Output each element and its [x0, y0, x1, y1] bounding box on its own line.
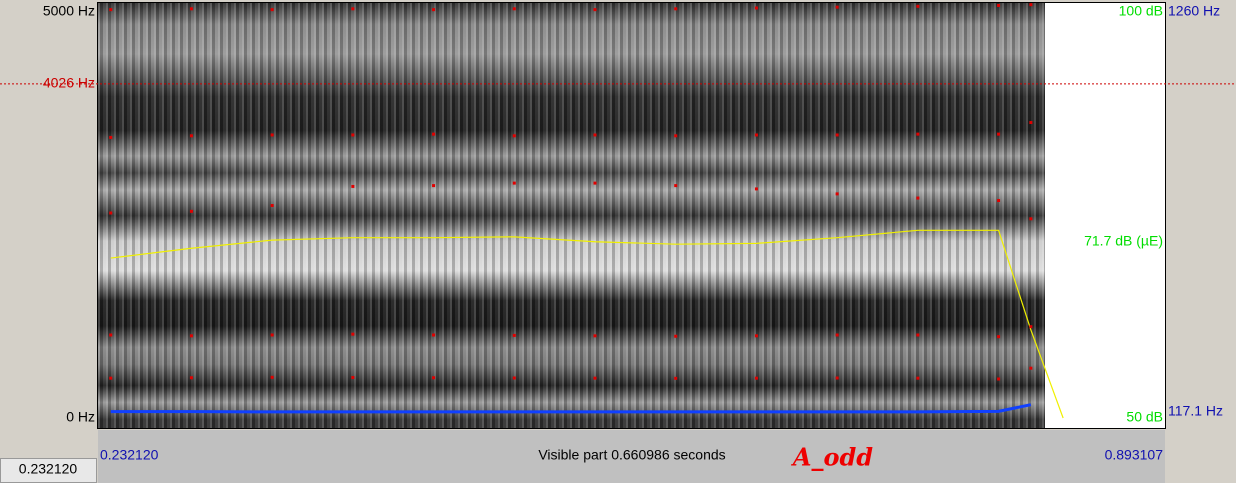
formant-dot	[835, 333, 839, 337]
formant-dot	[997, 199, 1001, 203]
formant-dot	[754, 376, 758, 380]
formant-dot	[109, 135, 113, 139]
formant-dot	[351, 332, 355, 336]
formant-dot	[109, 8, 113, 12]
formant-dot	[916, 376, 920, 380]
formant-dot	[432, 333, 436, 337]
formant-dot	[754, 6, 758, 10]
freq-cursor: 4026 Hz	[43, 75, 95, 91]
formant-dot	[109, 333, 113, 337]
formant-dot	[835, 5, 839, 9]
visible-part: Visible part 0.660986 seconds	[538, 447, 725, 463]
formant-dot	[835, 133, 839, 137]
formant-dot	[997, 377, 1001, 381]
freq-top: 5000 Hz	[43, 3, 95, 19]
intensity-curve	[110, 229, 1064, 419]
formant-dot	[109, 211, 113, 215]
annotation: A_odd	[791, 443, 873, 472]
formant-dot	[512, 333, 516, 337]
intensity-mid: 71.7 dB (µE)	[1084, 233, 1163, 249]
formant-dot	[512, 7, 516, 11]
formant-dot	[674, 7, 678, 11]
formant-dot	[593, 8, 597, 12]
freq-bottom: 0 Hz	[66, 409, 95, 425]
time-end: 0.893107	[1105, 447, 1164, 463]
formant-dot	[674, 376, 678, 380]
formant-dot	[351, 184, 355, 188]
time-start: 0.232120	[100, 447, 159, 463]
formant-dot	[1029, 366, 1033, 370]
pitch-top: 1260 Hz	[1168, 3, 1220, 19]
formant-dot	[997, 3, 1001, 7]
formant-dot	[189, 7, 193, 11]
formant-dot	[593, 376, 597, 380]
formant-dot	[997, 132, 1001, 136]
formant-dot	[997, 335, 1001, 339]
intensity-bottom: 50 dB	[1126, 409, 1163, 425]
formant-dot	[835, 376, 839, 380]
formant-dot	[674, 134, 678, 138]
formant-dot	[432, 132, 436, 136]
time-bar	[98, 430, 1165, 483]
formant-dot	[674, 334, 678, 338]
formant-dot	[189, 334, 193, 338]
formant-dot	[835, 192, 839, 196]
formant-dot	[916, 196, 920, 200]
cursor-time: 0.232120	[19, 461, 78, 477]
formant-dot	[270, 375, 274, 379]
formant-dot	[189, 376, 193, 380]
formant-dot	[189, 209, 193, 213]
formant-dot	[270, 133, 274, 137]
formant-dot	[432, 8, 436, 12]
formant-dot	[754, 334, 758, 338]
formant-dot	[351, 133, 355, 137]
formant-dot	[512, 181, 516, 185]
formant-dot	[593, 133, 597, 137]
formant-dot	[593, 334, 597, 338]
formant-dot	[593, 181, 597, 185]
formant-dot	[916, 333, 920, 337]
formant-dot	[1029, 121, 1033, 125]
formant-dot	[109, 376, 113, 380]
frame	[97, 2, 1166, 429]
formant-dot	[189, 134, 193, 138]
pitch-bottom: 117.1 Hz	[1168, 403, 1223, 419]
formant-dot	[512, 376, 516, 380]
formant-dot	[270, 204, 274, 208]
formant-dot	[270, 8, 274, 12]
formant-dot	[432, 184, 436, 188]
formant-dot	[916, 4, 920, 8]
formant-dot	[1029, 325, 1033, 329]
formant-dot	[270, 333, 274, 337]
intensity-top: 100 dB	[1119, 3, 1163, 19]
formant-dot	[1029, 3, 1033, 7]
formant-dot	[512, 134, 516, 138]
formant-dot	[754, 133, 758, 137]
formant-dot	[432, 376, 436, 380]
formant-dot	[1029, 217, 1033, 221]
formant-dot	[916, 132, 920, 136]
formant-dot	[674, 184, 678, 188]
pitch-curve	[110, 403, 1032, 414]
formant-dot	[351, 7, 355, 11]
spectrogram	[98, 3, 1165, 428]
formant-dot	[754, 187, 758, 191]
formant-dot	[351, 375, 355, 379]
